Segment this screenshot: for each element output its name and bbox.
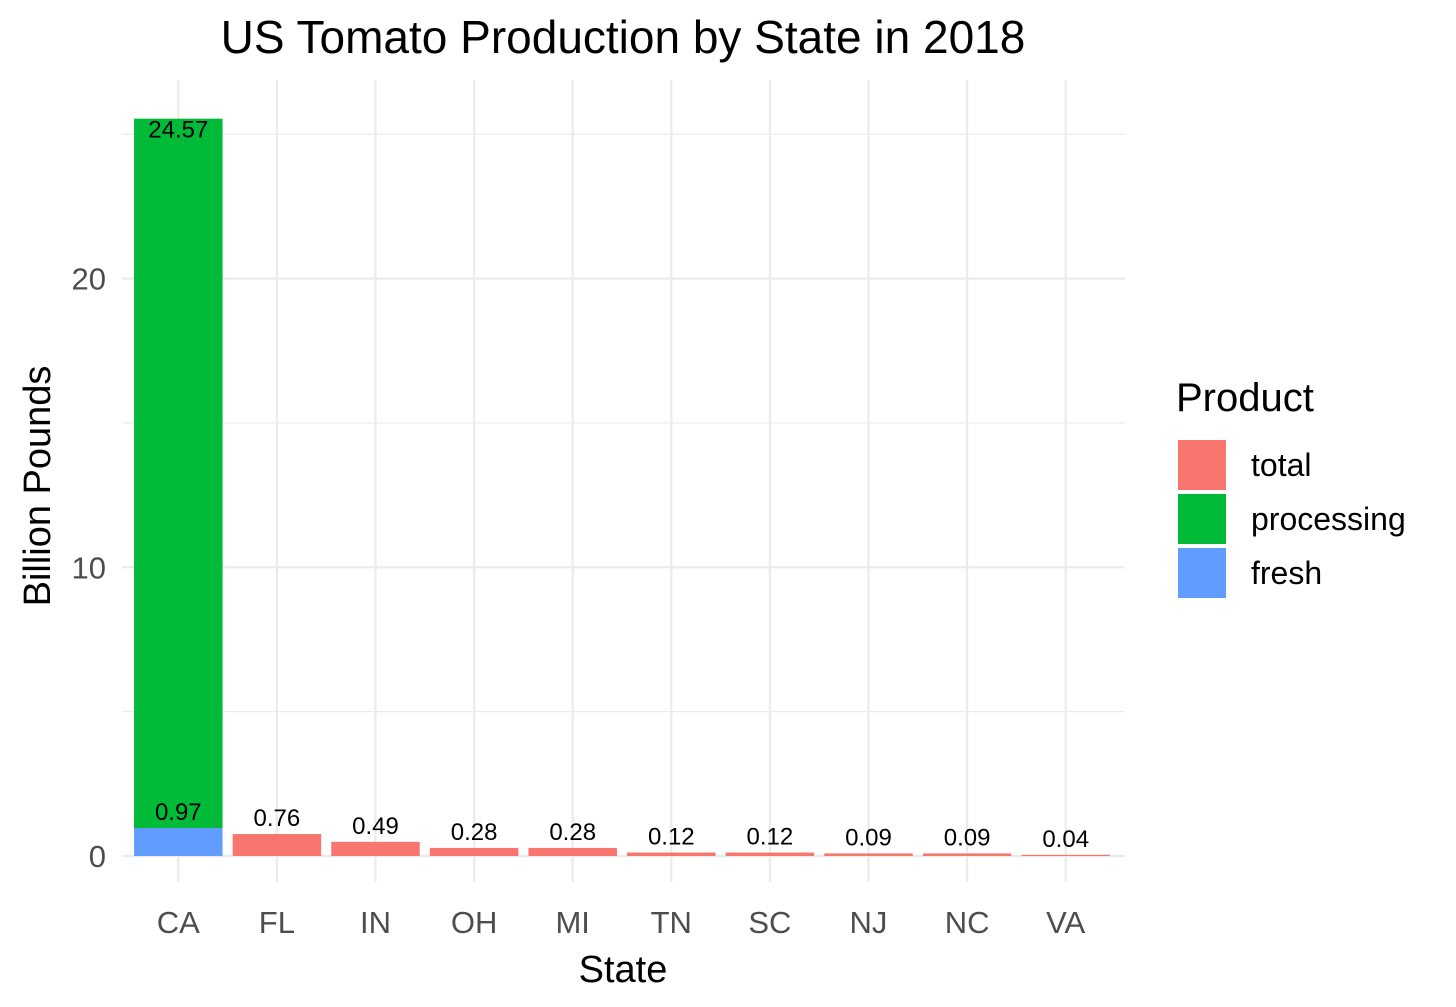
data-label: 0.28 bbox=[549, 819, 596, 846]
bar-total-tn bbox=[627, 852, 716, 856]
y-axis-title: Billion Pounds bbox=[17, 366, 59, 607]
chart-title: US Tomato Production by State in 2018 bbox=[221, 11, 1026, 63]
legend: Product total processing fresh bbox=[1176, 376, 1406, 598]
bar-processing-ca bbox=[134, 118, 223, 828]
legend-swatch-fresh bbox=[1178, 548, 1226, 598]
data-label: 0.49 bbox=[352, 813, 399, 840]
y-tick-label: 10 bbox=[72, 550, 106, 585]
data-label: 0.09 bbox=[845, 824, 892, 851]
x-tick-label: IN bbox=[360, 905, 391, 940]
bar-total-va bbox=[1021, 854, 1110, 856]
legend-swatch-processing bbox=[1178, 494, 1226, 544]
legend-label-fresh: fresh bbox=[1251, 555, 1322, 591]
grid bbox=[122, 80, 1125, 882]
data-label: 0.76 bbox=[254, 805, 301, 832]
bar-fresh-ca bbox=[134, 827, 223, 856]
bar-total-in bbox=[331, 841, 420, 856]
x-tick-label: CA bbox=[157, 905, 200, 940]
y-tick-label: 0 bbox=[89, 839, 106, 874]
x-tick-label: TN bbox=[651, 905, 692, 940]
legend-label-processing: processing bbox=[1251, 501, 1406, 537]
y-axis-ticks: 0 10 20 bbox=[72, 262, 106, 874]
x-tick-label: FL bbox=[259, 905, 295, 940]
bar-total-nc bbox=[922, 853, 1012, 856]
data-label: 0.04 bbox=[1042, 826, 1089, 853]
x-tick-label: OH bbox=[451, 905, 498, 940]
x-tick-label: NC bbox=[945, 905, 990, 940]
legend-title: Product bbox=[1176, 376, 1314, 420]
bar-total-sc bbox=[725, 852, 815, 856]
x-axis-ticks: CA FL IN OH MI TN SC NJ NC VA bbox=[157, 905, 1086, 940]
legend-label-total: total bbox=[1251, 447, 1311, 483]
x-tick-label: VA bbox=[1046, 905, 1085, 940]
bar-total-nj bbox=[824, 853, 913, 856]
bar-total-oh bbox=[429, 847, 519, 856]
data-label: 0.09 bbox=[944, 824, 991, 851]
data-label: 0.12 bbox=[747, 824, 794, 851]
bars bbox=[134, 118, 1110, 856]
bar-total-fl bbox=[232, 834, 322, 856]
x-tick-label: SC bbox=[748, 905, 791, 940]
data-label: 24.57 bbox=[148, 117, 208, 144]
data-label: 0.12 bbox=[648, 824, 695, 851]
data-labels: 0.97 24.57 0.76 0.49 0.28 0.28 0.12 0.12 0.09 0.0… bbox=[148, 117, 1089, 853]
data-label: 0.28 bbox=[451, 819, 498, 846]
plot-area: 0.97 24.57 0.76 0.49 0.28 0.28 0.12 0.12 0.09 0.0… bbox=[72, 80, 1125, 940]
x-tick-label: NJ bbox=[850, 905, 888, 940]
x-axis-title: State bbox=[579, 949, 668, 991]
y-tick-label: 20 bbox=[72, 262, 106, 297]
data-label: 0.97 bbox=[155, 799, 202, 826]
legend-swatch-total bbox=[1178, 440, 1226, 490]
bar-total-mi bbox=[528, 847, 617, 856]
x-tick-label: MI bbox=[555, 905, 589, 940]
